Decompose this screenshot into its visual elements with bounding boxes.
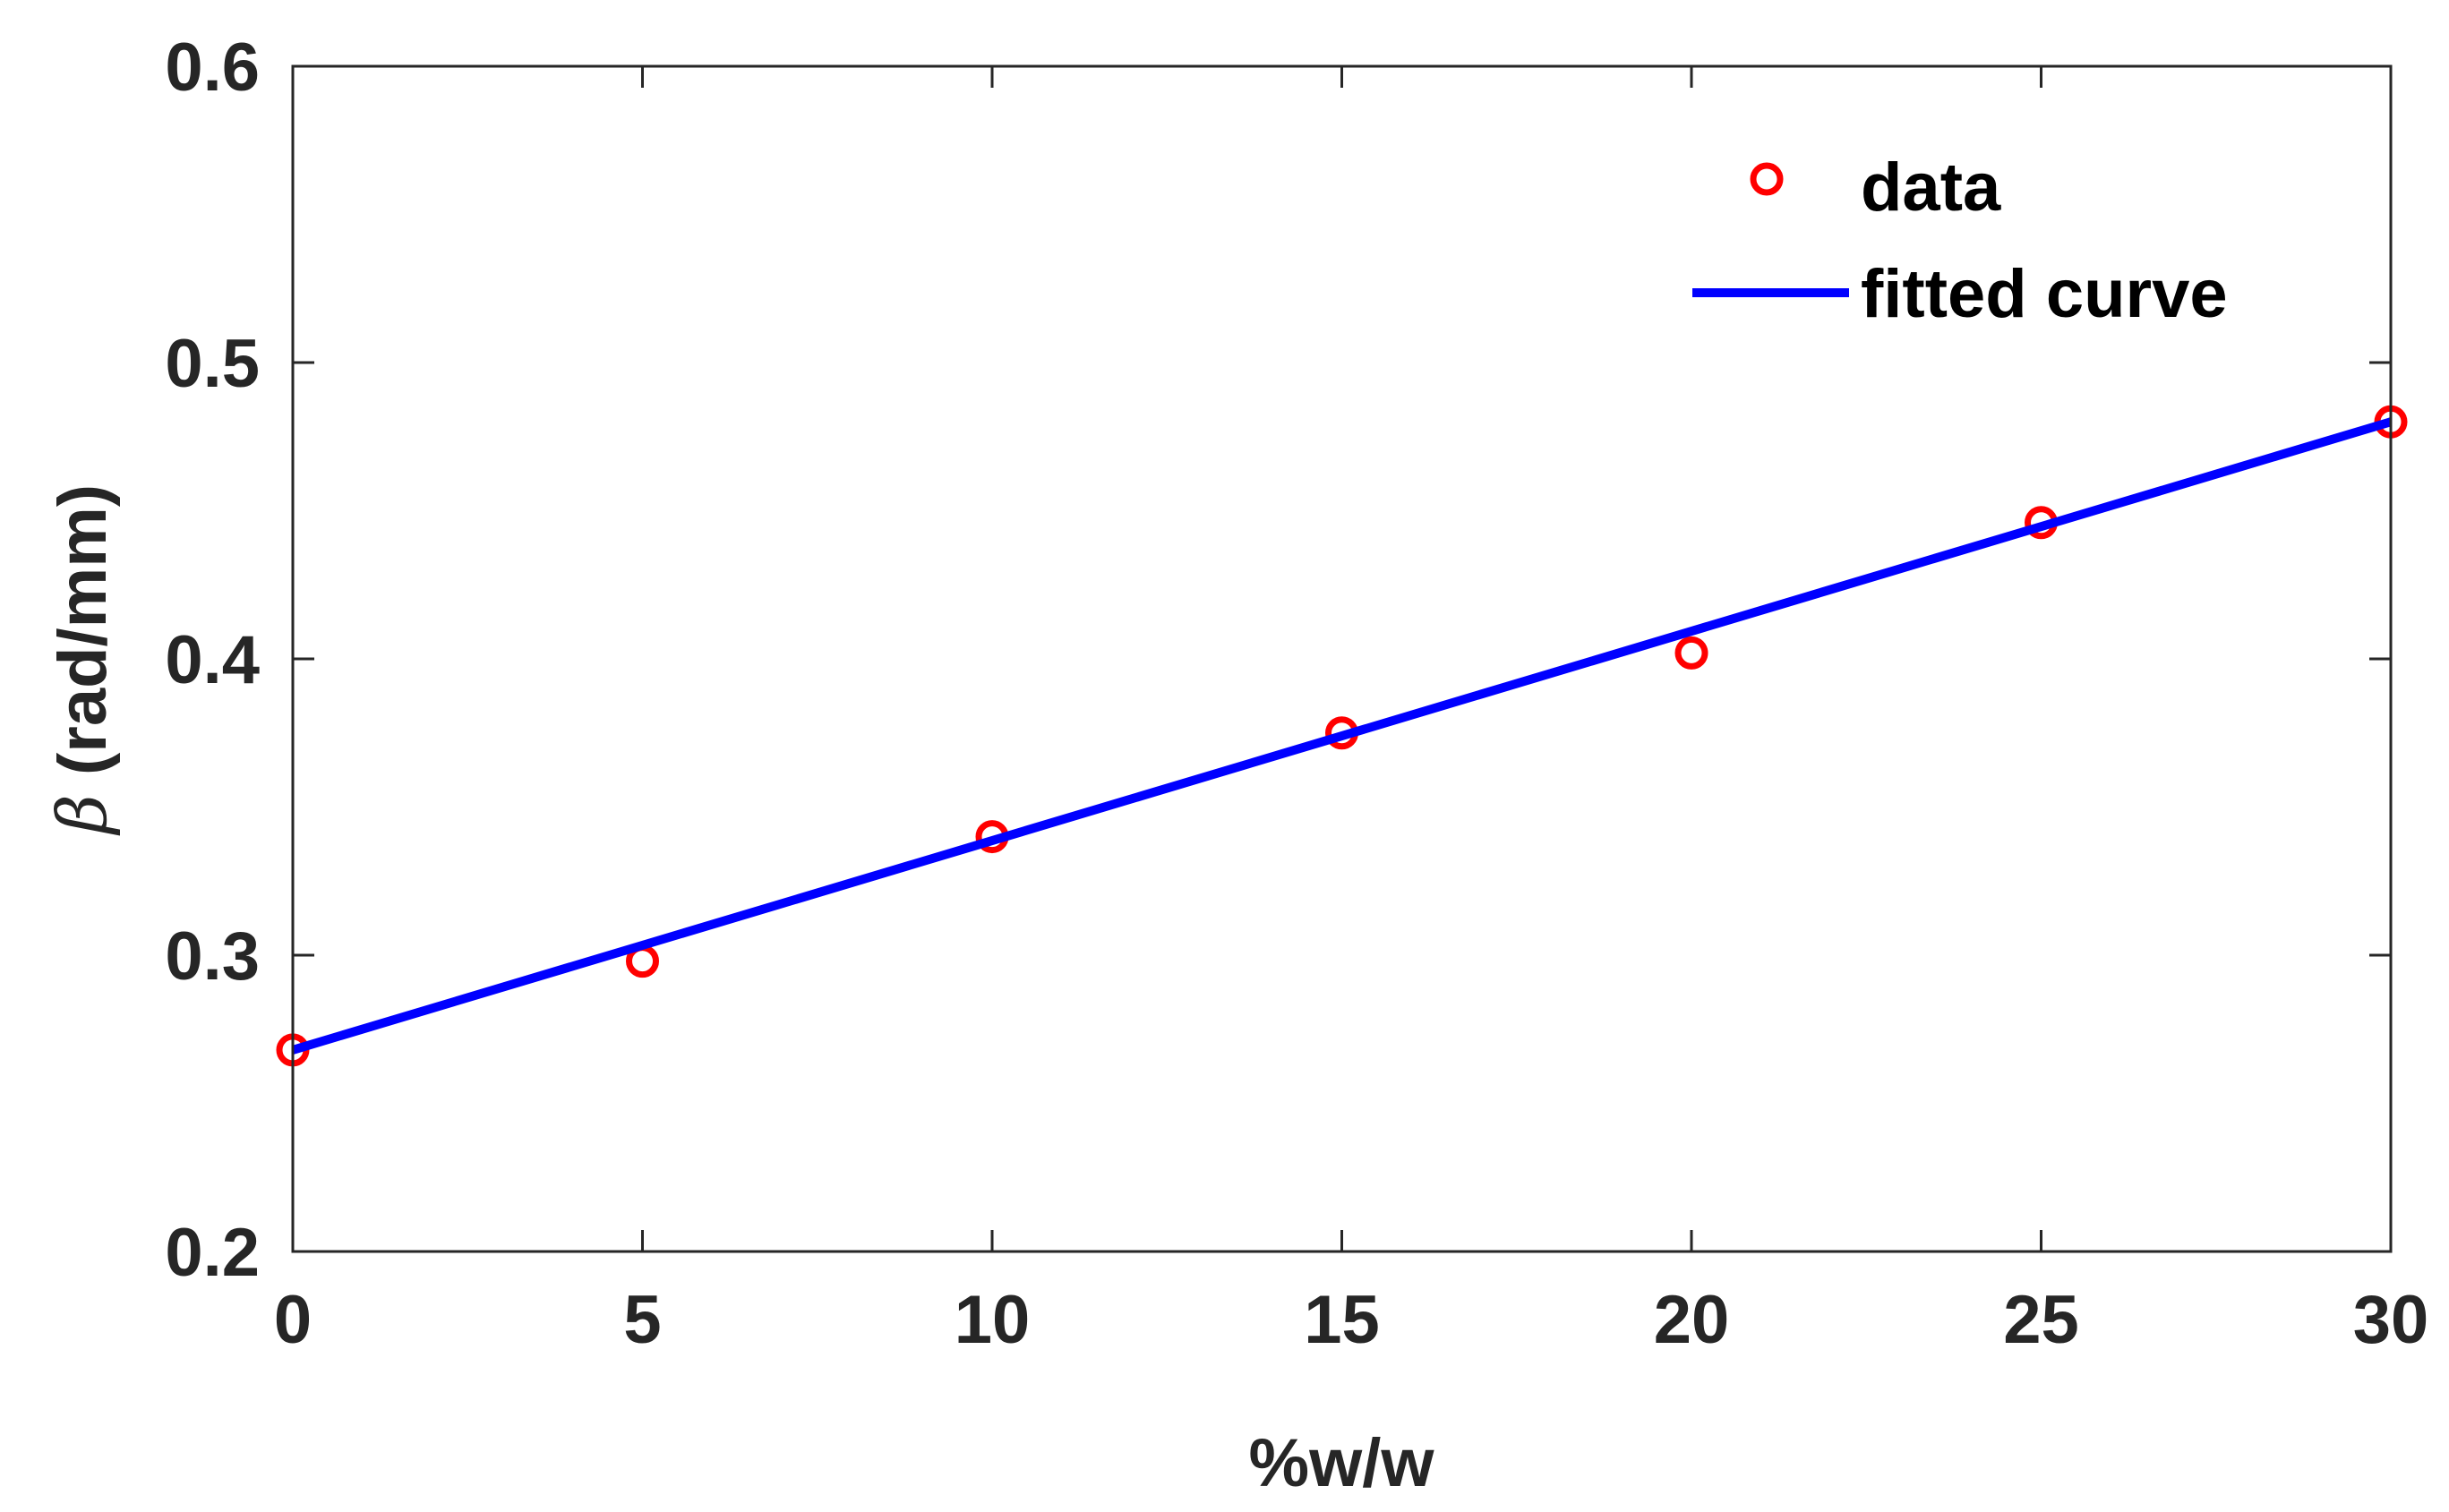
x-tick-label: 20 xyxy=(1654,1282,1730,1358)
fitted-curve-line xyxy=(291,417,2393,1055)
y-tick-label: 0.2 xyxy=(165,1215,260,1291)
y-tick-labels: 0.2 0.3 0.4 0.5 0.6 xyxy=(165,30,260,1291)
x-tick-label: 0 xyxy=(274,1282,312,1358)
x-tick-label: 30 xyxy=(2353,1282,2429,1358)
data-point xyxy=(1674,636,1708,670)
x-axis-title: %w/w xyxy=(1249,1425,1435,1501)
y-axis-beta-symbol: β xyxy=(42,794,122,836)
x-tick-labels: 0 5 10 15 20 25 30 xyxy=(274,1282,2428,1358)
data-marks xyxy=(276,405,2408,1067)
y-tick-label: 0.4 xyxy=(165,622,260,698)
legend-marker-data xyxy=(1750,162,1784,196)
y-axis-unit: (rad/mm) xyxy=(45,484,121,794)
x-tick-label: 5 xyxy=(623,1282,661,1358)
plot-area xyxy=(293,66,2391,1251)
y-tick-label: 0.3 xyxy=(165,918,260,995)
y-axis-title: β (rad/mm) xyxy=(42,484,122,836)
axes-box xyxy=(291,64,2393,1253)
y-tick-label: 0.6 xyxy=(165,30,260,106)
x-tick-label: 10 xyxy=(955,1282,1031,1358)
y-tick-label: 0.5 xyxy=(165,326,260,402)
legend-label-data: data xyxy=(1861,149,2001,226)
legend-label-fitted-curve: fitted curve xyxy=(1861,256,2228,332)
x-tick-label: 25 xyxy=(2003,1282,2079,1358)
legend: data fitted curve xyxy=(1692,149,2228,332)
x-tick-label: 15 xyxy=(1304,1282,1380,1358)
